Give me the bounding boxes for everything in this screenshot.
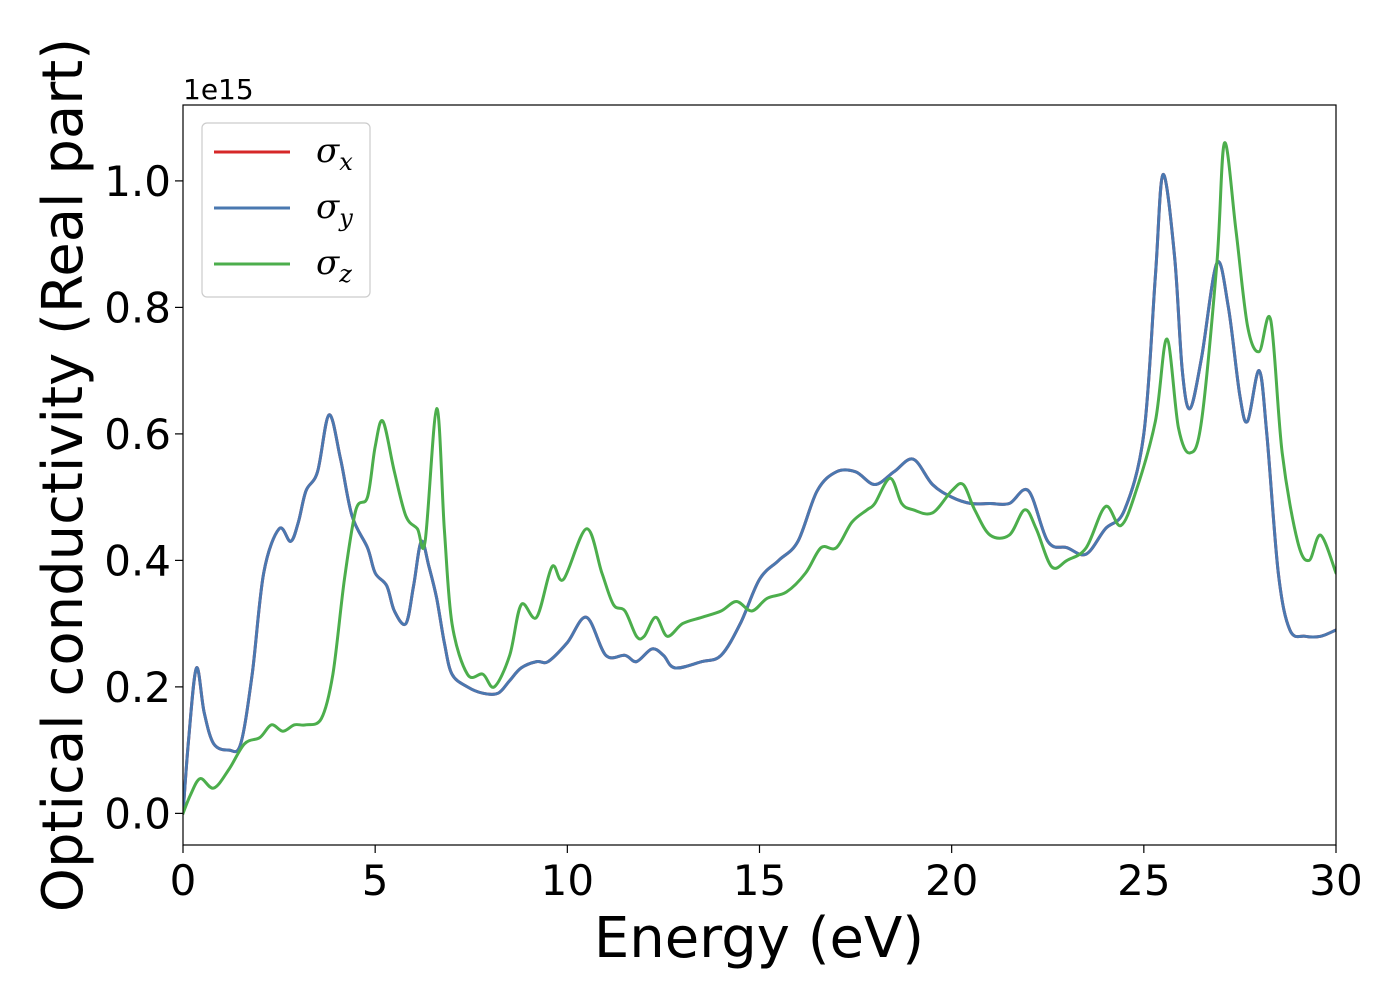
x-axis-label: Energy (eV) <box>594 906 924 971</box>
y-tick-label: 0.2 <box>104 663 171 712</box>
x-tick-label: 15 <box>733 856 786 905</box>
legend-label-x: σx <box>316 131 353 176</box>
y-tick-label: 0.4 <box>104 536 171 585</box>
legend-label-y: σy <box>316 187 353 232</box>
y-tick-label: 1.0 <box>104 157 171 206</box>
x-tick-label: 30 <box>1309 856 1362 905</box>
x-tick-label: 0 <box>170 856 197 905</box>
x-tick-label: 25 <box>1117 856 1170 905</box>
y-tick-label: 0.8 <box>104 283 171 332</box>
x-tick-label: 20 <box>925 856 978 905</box>
series-line-z <box>183 141 1336 815</box>
x-tick-label: 10 <box>541 856 594 905</box>
legend-label-z: σz <box>316 243 352 288</box>
legend: σx σy σz <box>201 122 371 298</box>
series-lines <box>183 141 1336 815</box>
legend-box <box>201 122 371 298</box>
y-axis-label: Optical conductivity (Real part) <box>31 38 96 912</box>
y-offset-label: 1e15 <box>183 73 254 106</box>
x-tick-label: 5 <box>362 856 389 905</box>
y-tick-label: 0.0 <box>104 789 171 838</box>
x-axis: 0 5 10 15 20 25 30 <box>170 845 1363 905</box>
y-tick-label: 0.6 <box>104 410 171 459</box>
y-axis: 0.0 0.2 0.4 0.6 0.8 1.0 <box>104 157 183 838</box>
series-line-y <box>183 173 1336 815</box>
